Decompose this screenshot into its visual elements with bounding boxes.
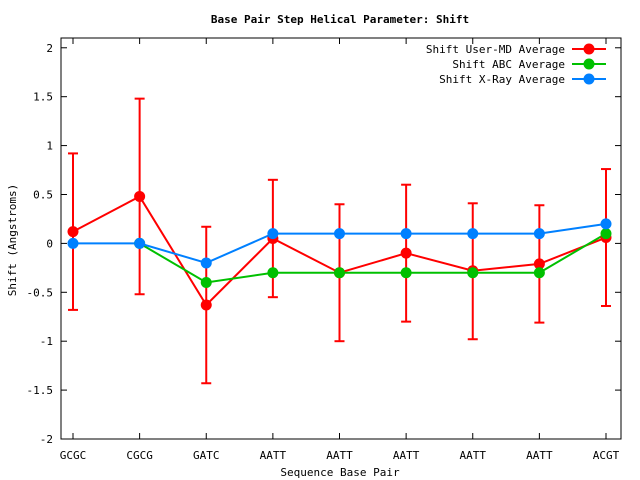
legend-marker	[583, 73, 595, 85]
data-point	[533, 228, 545, 240]
y-tick-label: 0.5	[33, 188, 53, 201]
data-point	[467, 228, 479, 240]
legend-marker	[583, 43, 595, 55]
data-point	[400, 267, 412, 279]
y-tick-label: 1.5	[33, 91, 53, 104]
plot-frame	[60, 37, 622, 440]
x-tick-label: AATT	[393, 449, 420, 462]
x-tick-label: GCGC	[60, 449, 87, 462]
data-point	[200, 299, 212, 311]
data-point	[67, 226, 79, 238]
data-point	[400, 228, 412, 240]
data-point	[200, 257, 212, 269]
data-point	[134, 237, 146, 249]
y-tick-label: -0.5	[27, 286, 54, 299]
x-tick-label: AATT	[326, 449, 353, 462]
data-point	[400, 247, 412, 259]
x-axis-label: Sequence Base Pair	[280, 466, 400, 479]
y-tick-label: 0	[46, 237, 53, 250]
x-tick-label: AATT	[260, 449, 287, 462]
y-axis-label: Shift (Angstroms)	[6, 184, 19, 297]
legend-label: Shift X-Ray Average	[439, 73, 565, 86]
data-point	[334, 228, 345, 240]
y-tick-label: -1	[40, 335, 53, 348]
legend-label: Shift ABC Average	[452, 58, 565, 71]
x-tick-label: GATC	[193, 449, 220, 462]
error-bars	[68, 97, 611, 385]
axis-ticks: -2 -1.5 -1 -0.5 0 0.5 1 1.5 2 GCGC CGCG GATC AATT AAT…	[27, 38, 621, 462]
data-point	[533, 258, 545, 270]
y-tick-label: -1.5	[27, 384, 54, 397]
y-tick-label: -2	[40, 433, 53, 446]
x-tick-label: AATT	[526, 449, 553, 462]
data-point	[134, 190, 146, 202]
data-point	[533, 267, 545, 279]
legend-label: Shift User-MD Average	[426, 43, 565, 56]
x-tick-label: CGCG	[126, 449, 153, 462]
data-point	[467, 267, 479, 279]
series-line-2	[139, 232, 607, 284]
data-point	[600, 218, 612, 230]
x-tick-label: ACGT	[593, 449, 620, 462]
legend-marker	[583, 58, 595, 70]
data-point	[267, 228, 279, 240]
y-tick-label: 1	[46, 140, 53, 153]
data-point	[67, 237, 79, 249]
legend: Shift User-MD Average Shift ABC Average Sh…	[426, 43, 606, 86]
data-point	[600, 228, 612, 240]
x-tick-label: AATT	[460, 449, 487, 462]
data-point	[334, 267, 345, 279]
data-point	[267, 267, 279, 279]
series-points	[67, 190, 612, 311]
data-point	[200, 277, 212, 289]
y-tick-label: 2	[46, 42, 53, 55]
chart-title: Base Pair Step Helical Parameter: Shift	[211, 13, 469, 26]
